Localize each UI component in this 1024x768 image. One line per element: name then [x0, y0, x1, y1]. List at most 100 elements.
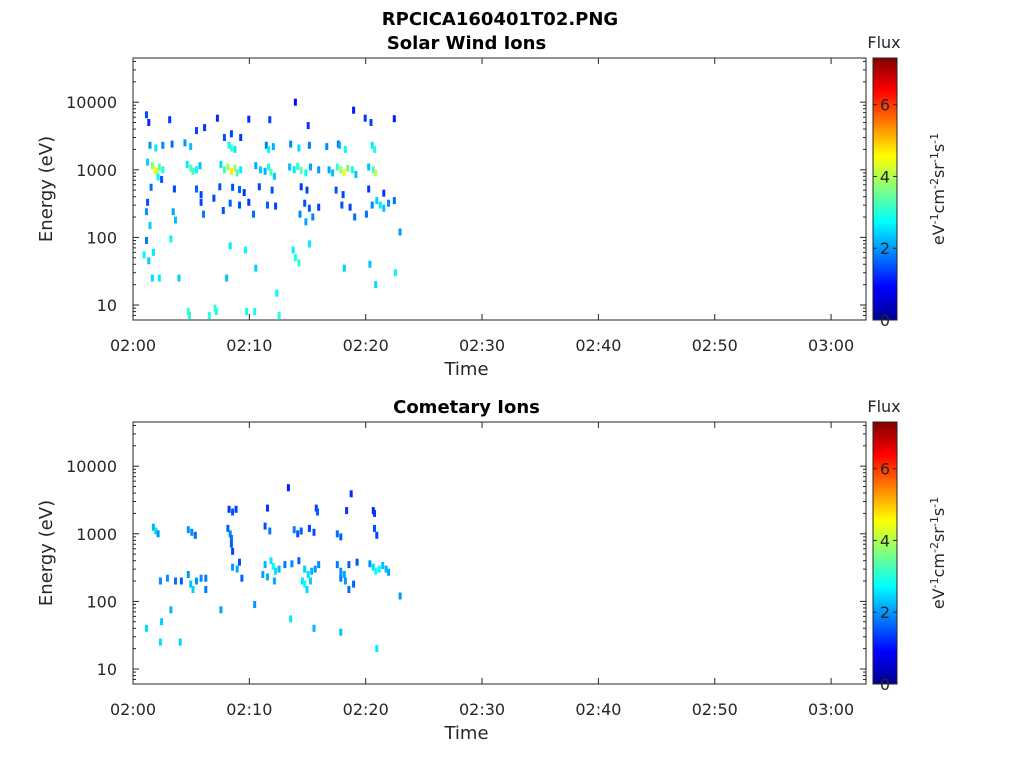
data-cell — [229, 535, 233, 542]
data-cell — [147, 257, 151, 265]
data-cell — [375, 197, 379, 205]
y-tick-label: 1000 — [76, 525, 117, 544]
y-tick-label: 10 — [97, 296, 117, 315]
data-cell — [174, 577, 177, 585]
data-cell — [259, 166, 262, 174]
data-cell — [347, 586, 351, 593]
data-cell — [160, 175, 164, 183]
data-cell — [292, 166, 296, 174]
data-cell — [222, 166, 226, 174]
x-tick-label: 02:00 — [110, 336, 156, 355]
data-cell — [387, 199, 390, 207]
data-cell — [374, 169, 378, 177]
data-cell — [381, 562, 385, 569]
data-cell — [341, 191, 345, 199]
data-cell — [375, 531, 379, 539]
data-cell — [247, 115, 251, 123]
data-cell — [234, 505, 238, 513]
data-cell — [272, 172, 276, 180]
data-cell — [370, 141, 374, 149]
data-cell — [317, 166, 321, 174]
data-cell — [264, 141, 268, 149]
data-cell — [222, 134, 226, 141]
colorbar-tick-label: 4 — [880, 167, 890, 186]
data-cell — [347, 561, 351, 569]
data-cell — [307, 204, 311, 212]
data-cell — [240, 574, 244, 582]
data-cell — [228, 530, 232, 538]
data-cell — [309, 163, 312, 171]
x-tick-label: 02:50 — [692, 336, 738, 355]
data-cell — [263, 167, 267, 175]
y-tick-label: 100 — [86, 592, 117, 611]
data-cell — [204, 586, 208, 593]
panel-2: 02:00 02:10 02:20 02:30 02:40 02:50 03:00 10 100… — [36, 397, 948, 744]
data-cell — [161, 166, 165, 174]
data-cell — [269, 168, 273, 176]
data-cell — [174, 216, 177, 224]
data-cell — [338, 141, 342, 149]
data-cell — [393, 269, 397, 277]
data-cell — [298, 210, 302, 218]
colorbar-title: Flux — [867, 33, 900, 52]
data-cell — [242, 189, 246, 197]
data-cell — [154, 527, 158, 535]
data-cell — [253, 308, 257, 316]
x-tick-label: 02:30 — [459, 336, 505, 355]
data-cell — [354, 171, 358, 178]
data-cell — [157, 274, 161, 282]
data-cell — [370, 201, 374, 209]
data-cell — [179, 577, 183, 585]
data-cell — [221, 207, 225, 214]
y-axis-label: Energy (eV) — [36, 500, 57, 606]
data-cell — [297, 259, 301, 267]
data-cell — [148, 222, 152, 229]
y-tick-label: 10 — [97, 660, 117, 679]
data-cell — [371, 563, 375, 571]
data-cell — [339, 533, 343, 541]
data-cell — [202, 210, 205, 218]
data-cell — [369, 119, 373, 126]
x-tick-label: 02:40 — [575, 700, 621, 719]
data-cell — [148, 141, 152, 149]
data-cell — [299, 527, 303, 535]
data-cell — [161, 141, 165, 149]
data-cell — [183, 139, 187, 147]
data-cell — [268, 527, 272, 535]
data-cell — [313, 565, 317, 573]
x-tick-label: 03:00 — [808, 700, 854, 719]
data-cell — [204, 574, 208, 582]
data-cell — [350, 166, 354, 174]
data-cell — [169, 606, 173, 614]
data-cell — [373, 145, 376, 153]
plot-frame — [132, 421, 867, 685]
figure-title: RPCICA160401T02.PNG — [382, 9, 618, 30]
data-cell — [238, 186, 241, 193]
data-cell — [293, 98, 297, 106]
data-cell — [307, 524, 311, 532]
data-cell — [340, 201, 344, 209]
x-tick-label: 02:20 — [343, 700, 389, 719]
data-cell — [151, 523, 155, 531]
data-cell — [371, 166, 375, 174]
data-cell — [168, 116, 172, 124]
data-cell — [335, 561, 339, 569]
data-cell — [346, 164, 350, 172]
data-cell — [342, 264, 346, 272]
data-cell — [156, 530, 160, 538]
data-cell — [303, 565, 307, 573]
data-cell — [155, 167, 159, 175]
data-cell — [355, 558, 359, 566]
data-cell — [398, 228, 402, 236]
data-cell — [231, 183, 235, 191]
data-cell — [158, 577, 162, 585]
data-cell — [228, 199, 232, 207]
data-cell — [306, 122, 310, 130]
data-cells — [145, 484, 402, 653]
data-cell — [145, 237, 148, 244]
data-cell — [378, 201, 382, 209]
data-cell — [229, 130, 233, 138]
colorbar-tick-label: 2 — [880, 603, 890, 622]
data-cell — [190, 528, 194, 536]
x-tick-label: 02:20 — [343, 336, 389, 355]
